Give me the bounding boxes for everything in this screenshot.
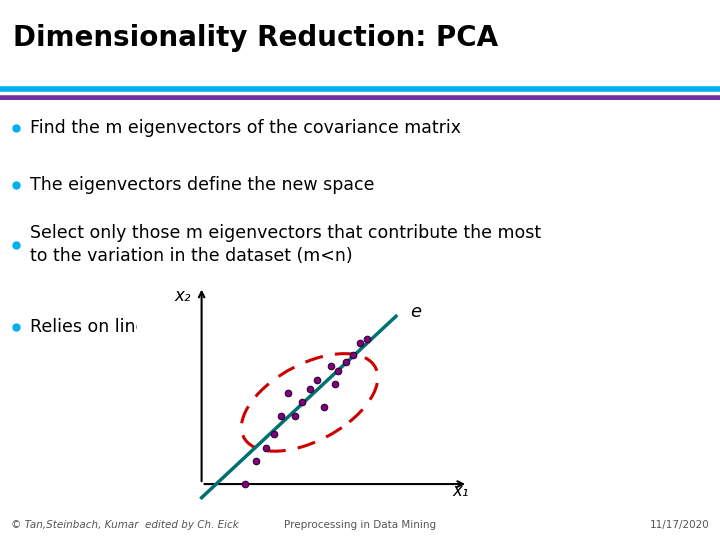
Point (333, 366, 344, 375)
Text: Dimensionality Reduction: PCA: Dimensionality Reduction: PCA (13, 24, 498, 52)
Text: x₂: x₂ (174, 287, 191, 305)
Point (268, 430, 279, 438)
Point (304, 384, 315, 393)
Point (325, 362, 337, 370)
Text: Preprocessing in Data Mining: Preprocessing in Data Mining (284, 520, 436, 530)
Point (297, 398, 308, 407)
Text: © Tan,Steinbach, Kumar  edited by Ch. Eick: © Tan,Steinbach, Kumar edited by Ch. Eic… (11, 520, 238, 530)
Point (239, 480, 251, 488)
Point (311, 375, 323, 384)
Point (282, 389, 294, 397)
Text: 11/17/2020: 11/17/2020 (649, 520, 709, 530)
Text: Relies on linear transformations: Relies on linear transformations (30, 318, 309, 336)
Point (250, 457, 261, 465)
Text: Select only those m eigenvectors that contribute the most
to the variation in th: Select only those m eigenvectors that co… (30, 224, 541, 265)
Text: e: e (410, 303, 421, 321)
Point (318, 403, 330, 411)
Point (347, 350, 359, 359)
Point (361, 335, 373, 343)
Point (340, 357, 351, 366)
Point (261, 443, 272, 452)
Point (275, 411, 287, 420)
Point (329, 380, 341, 389)
Point (354, 339, 366, 348)
Text: Find the m eigenvectors of the covariance matrix: Find the m eigenvectors of the covarianc… (30, 119, 462, 137)
Text: The eigenvectors define the new space: The eigenvectors define the new space (30, 177, 374, 194)
Text: x₁: x₁ (453, 482, 469, 500)
Point (289, 411, 301, 420)
